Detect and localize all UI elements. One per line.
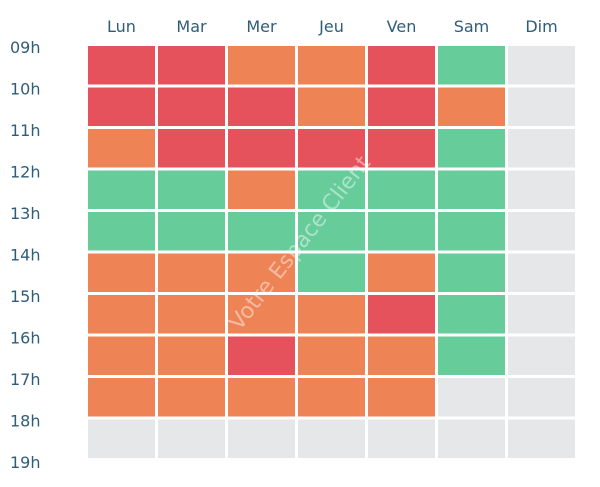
day-label-mer: Mer [246, 17, 277, 36]
heatmap-cell-13h-Mar [158, 212, 225, 251]
heatmap-cell-15h-Mar [158, 295, 225, 334]
heatmap-cell-11h-Ven [368, 129, 435, 168]
heatmap-cell-15h-Mer [228, 295, 295, 334]
heatmap-cell-14h-Mer [228, 253, 295, 292]
day-label-mar: Mar [176, 17, 207, 36]
heatmap-cell-16h-Mar [158, 336, 225, 375]
hour-label-11h: 11h [10, 121, 41, 140]
heatmap-cell-17h-Jeu [298, 378, 365, 417]
day-labels: Lun Mar Mer Jeu Ven Sam Dim [107, 17, 558, 36]
heatmap-cell-18h-Jeu [298, 419, 365, 458]
heatmap-cell-11h-Dim [508, 129, 575, 168]
day-label-dim: Dim [525, 17, 557, 36]
heatmap-cell-12h-Lun [88, 170, 155, 209]
heatmap-cell-16h-Jeu [298, 336, 365, 375]
heatmap-cell-13h-Dim [508, 212, 575, 251]
hour-label-12h: 12h [10, 163, 41, 182]
heatmap-cell-15h-Ven [368, 295, 435, 334]
heatmap-cell-18h-Sam [438, 419, 505, 458]
heatmap-cell-17h-Sam [438, 378, 505, 417]
heatmap-cell-11h-Lun [88, 129, 155, 168]
heatmap-cell-13h-Ven [368, 212, 435, 251]
heatmap-cell-09h-Dim [508, 46, 575, 85]
heatmap-cell-14h-Mar [158, 253, 225, 292]
heatmap-cell-17h-Ven [368, 378, 435, 417]
heatmap-cells [88, 46, 575, 458]
hour-label-14h: 14h [10, 246, 41, 265]
heatmap-cell-11h-Sam [438, 129, 505, 168]
heatmap-cell-16h-Lun [88, 336, 155, 375]
heatmap-cell-11h-Jeu [298, 129, 365, 168]
heatmap-cell-15h-Lun [88, 295, 155, 334]
heatmap-cell-15h-Dim [508, 295, 575, 334]
heatmap-cell-13h-Mer [228, 212, 295, 251]
heatmap-cell-10h-Lun [88, 87, 155, 126]
hour-label-18h: 18h [10, 412, 41, 431]
heatmap-cell-10h-Ven [368, 87, 435, 126]
hour-label-10h: 10h [10, 80, 41, 99]
heatmap-cell-12h-Dim [508, 170, 575, 209]
heatmap-cell-17h-Mar [158, 378, 225, 417]
heatmap-cell-11h-Mar [158, 129, 225, 168]
heatmap-cell-16h-Dim [508, 336, 575, 375]
hour-label-15h: 15h [10, 287, 41, 306]
heatmap-cell-16h-Sam [438, 336, 505, 375]
heatmap-cell-17h-Dim [508, 378, 575, 417]
heatmap-cell-18h-Ven [368, 419, 435, 458]
hour-label-13h: 13h [10, 204, 41, 223]
heatmap-cell-18h-Lun [88, 419, 155, 458]
heatmap-cell-12h-Mar [158, 170, 225, 209]
heatmap-cell-10h-Mar [158, 87, 225, 126]
day-label-lun: Lun [107, 17, 136, 36]
heatmap-cell-12h-Mer [228, 170, 295, 209]
heatmap-cell-14h-Ven [368, 253, 435, 292]
heatmap-cell-18h-Dim [508, 419, 575, 458]
heatmap-cell-09h-Lun [88, 46, 155, 85]
heatmap-cell-10h-Mer [228, 87, 295, 126]
heatmap-cell-10h-Sam [438, 87, 505, 126]
heatmap-cell-18h-Mar [158, 419, 225, 458]
heatmap-cell-17h-Lun [88, 378, 155, 417]
day-label-jeu: Jeu [318, 17, 344, 36]
heatmap-cell-11h-Mer [228, 129, 295, 168]
heatmap-cell-14h-Jeu [298, 253, 365, 292]
heatmap-cell-14h-Dim [508, 253, 575, 292]
day-label-sam: Sam [454, 17, 490, 36]
heatmap-cell-12h-Sam [438, 170, 505, 209]
heatmap-cell-16h-Mer [228, 336, 295, 375]
heatmap-cell-15h-Sam [438, 295, 505, 334]
heatmap-cell-10h-Dim [508, 87, 575, 126]
day-label-ven: Ven [387, 17, 417, 36]
heatmap-cell-09h-Jeu [298, 46, 365, 85]
heatmap-cell-16h-Ven [368, 336, 435, 375]
heatmap-cell-18h-Mer [228, 419, 295, 458]
hour-label-19h: 19h [10, 453, 41, 472]
heatmap-cell-13h-Sam [438, 212, 505, 251]
heatmap-cell-12h-Jeu [298, 170, 365, 209]
heatmap-cell-13h-Jeu [298, 212, 365, 251]
hour-label-17h: 17h [10, 370, 41, 389]
heatmap-cell-09h-Sam [438, 46, 505, 85]
heatmap-cell-09h-Ven [368, 46, 435, 85]
heatmap-cell-09h-Mer [228, 46, 295, 85]
hour-label-09h: 09h [10, 38, 41, 57]
heatmap-cell-14h-Sam [438, 253, 505, 292]
heatmap-cell-15h-Jeu [298, 295, 365, 334]
hour-labels: 09h 10h 11h 12h 13h 14h 15h 16h 17h 18h 19h [10, 38, 41, 472]
heatmap-cell-14h-Lun [88, 253, 155, 292]
heatmap-cell-13h-Lun [88, 212, 155, 251]
heatmap-cell-12h-Ven [368, 170, 435, 209]
heatmap-cell-10h-Jeu [298, 87, 365, 126]
hour-label-16h: 16h [10, 329, 41, 348]
heatmap-cell-09h-Mar [158, 46, 225, 85]
heatmap-cell-17h-Mer [228, 378, 295, 417]
